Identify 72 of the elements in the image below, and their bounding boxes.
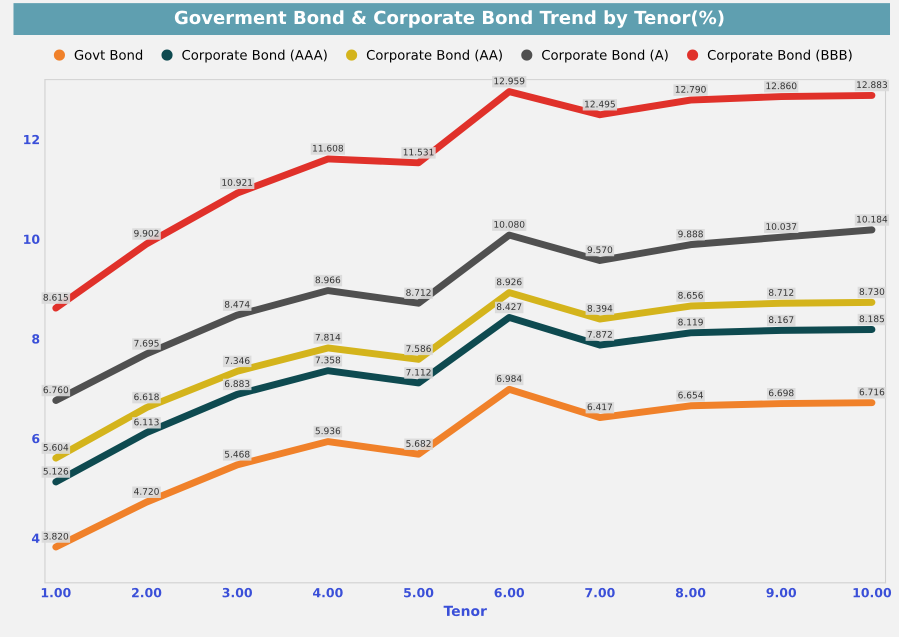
data-label: 8.656 [678, 292, 703, 299]
x-tick-label: 4.00 [313, 588, 343, 598]
data-label: 6.618 [134, 393, 159, 400]
chart-title: Goverment Bond & Corporate Bond Trend by Tenor(%) [174, 10, 724, 28]
data-label: 5.936 [316, 427, 340, 434]
data-label: 7.346 [225, 357, 250, 364]
data-label: 5.682 [406, 440, 431, 447]
legend-label: Corporate Bond (AAA) [182, 50, 327, 62]
x-tick-label: 10.00 [854, 588, 892, 598]
x-tick-label: 3.00 [222, 588, 252, 598]
data-label: 12.790 [676, 86, 706, 93]
legend-label: Corporate Bond (AA) [366, 50, 502, 62]
data-label: 9.888 [678, 230, 703, 238]
data-label: 6.716 [860, 388, 884, 396]
data-label: 6.654 [678, 392, 703, 398]
data-label: 8.712 [768, 289, 794, 296]
data-label: 7.872 [588, 330, 612, 338]
data-label: 12.883 [857, 81, 887, 88]
data-label: 8.926 [496, 278, 522, 286]
x-tick-label: 1.00 [42, 588, 71, 598]
data-label: 10.921 [222, 179, 252, 186]
y-tick-label: 6 [32, 434, 40, 444]
x-axis-title: Tenor [444, 606, 487, 616]
x-tick-label: 5.00 [404, 588, 434, 598]
data-label: 6.113 [134, 418, 159, 426]
data-label: 10.184 [857, 216, 888, 223]
data-label: 7.112 [406, 368, 431, 376]
legend-label: Corporate Bond (BBB) [708, 50, 852, 62]
data-label: 8.167 [768, 316, 794, 324]
data-label: 3.820 [44, 532, 68, 540]
data-label: 8.119 [678, 318, 703, 326]
data-label: 7.814 [316, 334, 340, 341]
data-label: 8.394 [588, 304, 612, 312]
data-label: 5.604 [44, 444, 68, 451]
data-label: 6.760 [44, 386, 68, 394]
data-label: 8.712 [406, 289, 431, 296]
data-label: 5.126 [44, 468, 68, 475]
x-tick-label: 2.00 [132, 588, 162, 598]
data-label: 8.185 [860, 315, 884, 322]
data-label: 10.080 [494, 220, 524, 228]
data-label: 6.883 [224, 380, 250, 388]
data-label: 12.860 [766, 82, 796, 90]
x-tick-label: 9.00 [766, 588, 796, 598]
data-label: 9.570 [588, 246, 612, 254]
data-label: 8.730 [860, 288, 884, 296]
legend-label: Govt Bond [74, 50, 142, 60]
data-label: 6.417 [588, 403, 612, 410]
y-tick-label: 12 [24, 134, 40, 144]
data-label: 7.586 [406, 345, 431, 352]
data-label: 8.427 [496, 303, 522, 310]
data-label: 11.608 [313, 144, 344, 152]
data-label: 12.495 [585, 100, 615, 108]
data-label: 4.720 [134, 488, 159, 495]
data-label: 10.037 [766, 223, 796, 230]
data-label: 9.902 [134, 230, 159, 237]
legend-label: Corporate Bond (A) [542, 50, 668, 62]
data-label: 5.468 [224, 450, 250, 458]
y-tick-label: 10 [24, 234, 40, 244]
y-tick-label: 4 [32, 534, 40, 543]
data-label: 12.959 [494, 78, 524, 84]
data-label: 6.984 [496, 375, 522, 382]
x-tick-label: 7.00 [585, 588, 615, 598]
data-label: 8.474 [224, 300, 250, 308]
x-tick-label: 6.00 [494, 588, 524, 598]
data-label: 11.531 [404, 148, 434, 156]
data-label: 7.358 [316, 356, 340, 364]
data-label: 6.698 [768, 389, 794, 396]
data-label: 8.966 [316, 276, 340, 284]
x-tick-label: 8.00 [676, 588, 706, 598]
y-tick-label: 8 [32, 334, 40, 344]
data-label: 7.695 [134, 340, 159, 347]
data-label: 8.615 [44, 294, 68, 301]
